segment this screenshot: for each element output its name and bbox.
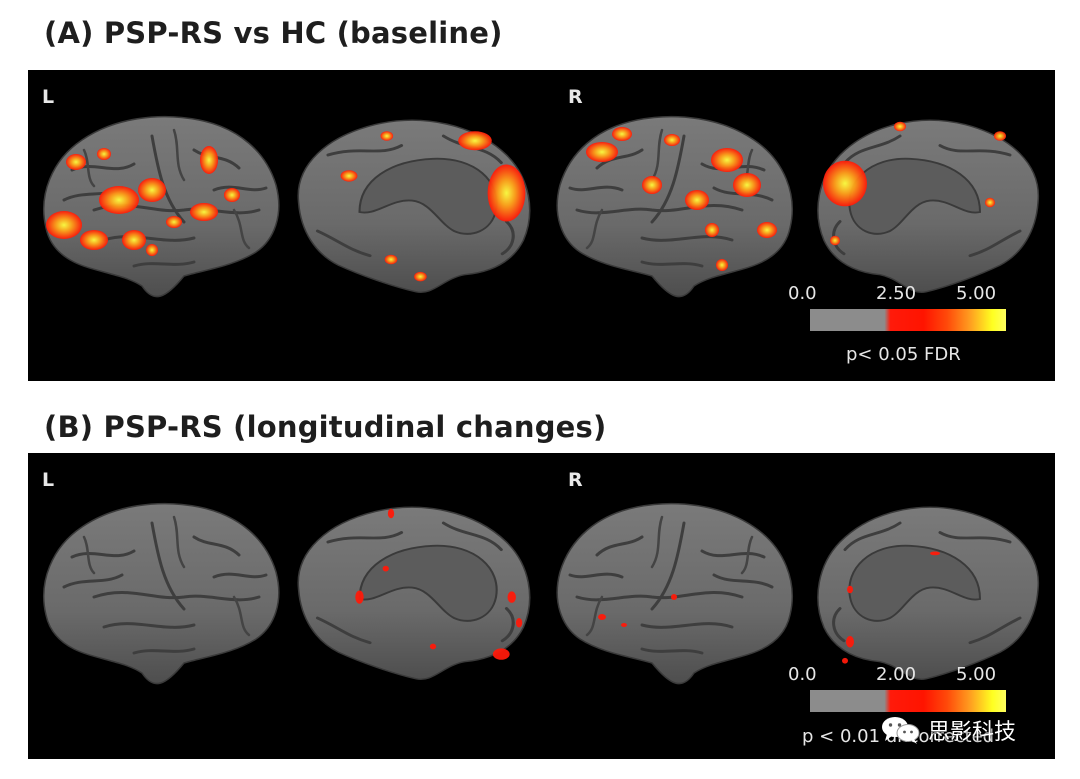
colorbar-tick-max: 5.00	[956, 283, 997, 304]
panel-b-image: L R	[28, 453, 1055, 759]
panel-b-title: (B) PSP-RS (longitudinal changes)	[44, 410, 607, 444]
colorbar-b	[810, 690, 1006, 712]
right-hemisphere-label: R	[568, 86, 583, 108]
colorbar-tick-threshold: 2.00	[876, 664, 917, 685]
colorbar-ticks-b: 0.0 2.00 5.00	[788, 664, 1008, 686]
left-medial-brain	[296, 505, 532, 681]
panel-a-title: (A) PSP-RS vs HC (baseline)	[44, 16, 503, 50]
right-lateral-brain	[555, 115, 794, 299]
colorbar-tick-min: 0.0	[788, 664, 817, 685]
left-lateral-brain	[42, 115, 281, 299]
watermark: 思影科技	[880, 713, 1016, 747]
colorbar-a	[810, 309, 1006, 331]
left-medial-brain	[296, 118, 532, 294]
brain-renderings-longitudinal	[42, 502, 1040, 686]
panel-a-image: L R	[28, 70, 1055, 381]
right-medial-brain	[816, 505, 1040, 681]
left-hemisphere-label: L	[42, 86, 55, 108]
right-hemisphere-label: R	[568, 469, 583, 491]
right-medial-brain	[816, 118, 1040, 294]
left-lateral-brain	[42, 502, 281, 686]
colorbar-ticks-a: 0.0 2.50 5.00	[788, 283, 1008, 305]
left-hemisphere-label: L	[42, 469, 55, 491]
colorbar-tick-threshold: 2.50	[876, 283, 917, 304]
right-lateral-brain	[555, 502, 794, 686]
colorbar-tick-min: 0.0	[788, 283, 817, 304]
colorbar-caption-a: p< 0.05 FDR	[846, 344, 961, 365]
colorbar-tick-max: 5.00	[956, 664, 997, 685]
brain-renderings-baseline	[42, 115, 1040, 299]
wechat-icon	[880, 715, 922, 745]
watermark-text: 思影科技	[928, 720, 1017, 745]
